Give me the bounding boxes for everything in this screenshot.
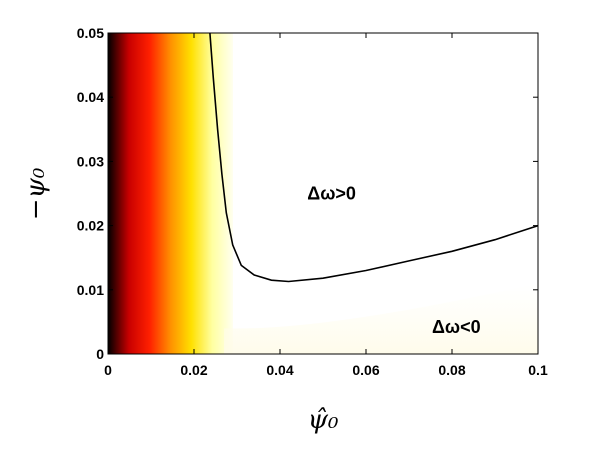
y-tick-label: 0.05: [77, 25, 104, 41]
y-axis: 0 0.01 0.02 0.03 0.04 0.05: [77, 25, 538, 362]
annotation-negative: Δω<0: [432, 317, 481, 337]
y-tick-label: 0.03: [77, 153, 104, 169]
plot-area: [108, 33, 538, 354]
x-tick-label: 0.1: [528, 362, 548, 378]
x-tick-label: 0.02: [180, 362, 207, 378]
low-region-glow: [224, 283, 538, 354]
x-axis: 0 0.02 0.04 0.06 0.08 0.1: [104, 33, 548, 378]
y-tick-label: 0.02: [77, 218, 104, 234]
plot-frame: [107, 32, 539, 355]
y-axis-label: −ψ₀: [21, 167, 51, 220]
x-axis-label: ψ̂₀: [308, 405, 339, 435]
contour-line: [209, 33, 538, 283]
x-tick-label: 0.08: [438, 362, 465, 378]
y-tick-label: 0.01: [77, 282, 104, 298]
x-tick-label: 0.04: [266, 362, 293, 378]
heatmap-band: [108, 33, 233, 354]
x-tick-label: 0.06: [352, 362, 379, 378]
y-tick-label: 0: [96, 346, 104, 362]
y-tick-label: 0.04: [77, 89, 104, 105]
x-tick-label: 0: [104, 362, 112, 378]
annotation-positive: Δω>0: [307, 184, 356, 204]
